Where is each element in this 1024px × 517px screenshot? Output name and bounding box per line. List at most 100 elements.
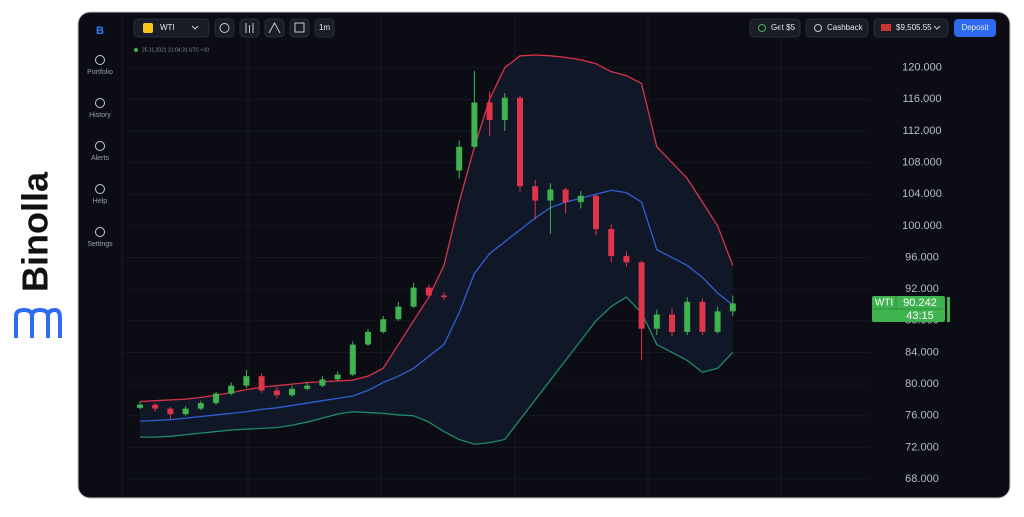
candle-body (137, 404, 143, 408)
price-bar (947, 297, 950, 322)
candle-body (593, 195, 599, 230)
price-tag: WTI 90.242 43:15 (872, 296, 950, 322)
y-tick-label: 104.000 (902, 188, 942, 200)
candle-body (365, 331, 371, 345)
price-value: 90.242 (903, 297, 937, 309)
gift-icon (758, 24, 766, 32)
y-tick-label: 112.000 (903, 125, 942, 137)
candle-body (669, 314, 675, 332)
candle-body (228, 385, 235, 394)
candle-body (456, 146, 463, 171)
candle-body (471, 102, 478, 147)
candle-body (623, 255, 630, 263)
brand-icon (14, 307, 62, 338)
y-tick-label: 116.000 (903, 93, 942, 105)
candle-body (441, 295, 447, 298)
candle-body (638, 262, 645, 329)
cashback-button[interactable] (805, 18, 869, 38)
sidebar-icon (95, 227, 105, 237)
balance-button[interactable] (873, 18, 949, 38)
asset-selector[interactable] (133, 18, 210, 38)
chevron (191, 25, 199, 30)
candle-body (380, 319, 387, 332)
timeframe-button[interactable] (314, 18, 335, 38)
price-timer: 43:15 (906, 310, 934, 322)
candle-body (395, 306, 402, 320)
candle-body (152, 404, 159, 409)
timeframe: 1m (319, 23, 330, 32)
y-tick-label: 120.000 (902, 62, 942, 74)
candle-body (349, 344, 356, 375)
y-tick-label: 96.000 (905, 251, 939, 263)
logo-mini: B (96, 25, 104, 37)
brand: Binolla (15, 171, 56, 292)
candle-body (425, 287, 432, 296)
timestamp: 25.11.2021 21:04:31 UTC +10 (142, 47, 209, 53)
candle-body (182, 408, 189, 415)
band-line (139, 54, 734, 403)
flag (881, 24, 891, 31)
status-dot (134, 48, 138, 52)
candle-body (517, 97, 523, 187)
info-icon (219, 23, 230, 33)
price-asset: WTI (875, 298, 893, 309)
chart-icon (245, 23, 254, 33)
band-line (140, 296, 734, 445)
indicators-button[interactable] (264, 18, 285, 38)
sidebar-label[interactable]: Portfolio (87, 69, 113, 76)
toolbar: WTI 1m Get $5 Cashback $9,505.55 Deposit (133, 18, 996, 38)
deposit: Deposit (961, 23, 989, 32)
sidebar-label[interactable]: Alerts (91, 155, 109, 162)
indicator-icon (268, 21, 281, 34)
candle-body (167, 408, 174, 415)
sidebar-label[interactable]: Settings (87, 241, 113, 248)
candle-body (562, 189, 569, 203)
candle-body (334, 374, 341, 380)
drawing-icon (294, 22, 305, 33)
candle-body (608, 229, 615, 256)
candle-body (729, 303, 736, 312)
candle-body (410, 287, 417, 307)
y-tick-label: 72.000 (905, 441, 939, 453)
y-tick-label: 76.000 (905, 410, 939, 422)
y-tick-label: 92.000 (905, 283, 939, 295)
candle-body (547, 189, 554, 201)
candle-body (684, 301, 691, 332)
candle-body (699, 301, 706, 332)
sidebar-label[interactable]: History (89, 112, 111, 119)
band-fill (140, 55, 733, 445)
candle-body (577, 195, 584, 203)
balance: $9,505.55 (896, 23, 932, 32)
deposit-button[interactable] (954, 19, 996, 37)
y-tick-label: 84.000 (905, 346, 939, 358)
candle-body (243, 376, 250, 386)
drawing-button[interactable] (289, 18, 310, 38)
sidebar-icon (95, 55, 105, 65)
candle-body (501, 97, 508, 120)
chevron (933, 25, 941, 30)
y-tick-label: 100.000 (902, 220, 942, 232)
y-tick-label: 68.000 (905, 473, 939, 485)
candle-body (258, 376, 265, 391)
band-line (139, 189, 734, 422)
bonus: Get $5 (771, 23, 796, 32)
cashback-icon (814, 24, 822, 32)
candle-body (273, 390, 280, 396)
sidebar-label[interactable]: Help (93, 198, 108, 205)
candle-body (714, 311, 721, 332)
candle-body (532, 186, 539, 201)
candle-body (213, 393, 219, 404)
sidebar-icon (95, 98, 105, 108)
y-tick-label: 80.000 (905, 378, 939, 390)
info-button[interactable] (214, 18, 235, 38)
asset-name: WTI (160, 23, 175, 32)
candle-body (197, 403, 204, 409)
sidebar-icon (95, 141, 105, 151)
bonus-button[interactable] (749, 18, 801, 38)
candle-body (304, 385, 311, 389)
candle-body (653, 314, 660, 329)
sidebar-icon (95, 184, 105, 194)
candle-body (289, 388, 295, 396)
asset-icon (143, 23, 153, 33)
